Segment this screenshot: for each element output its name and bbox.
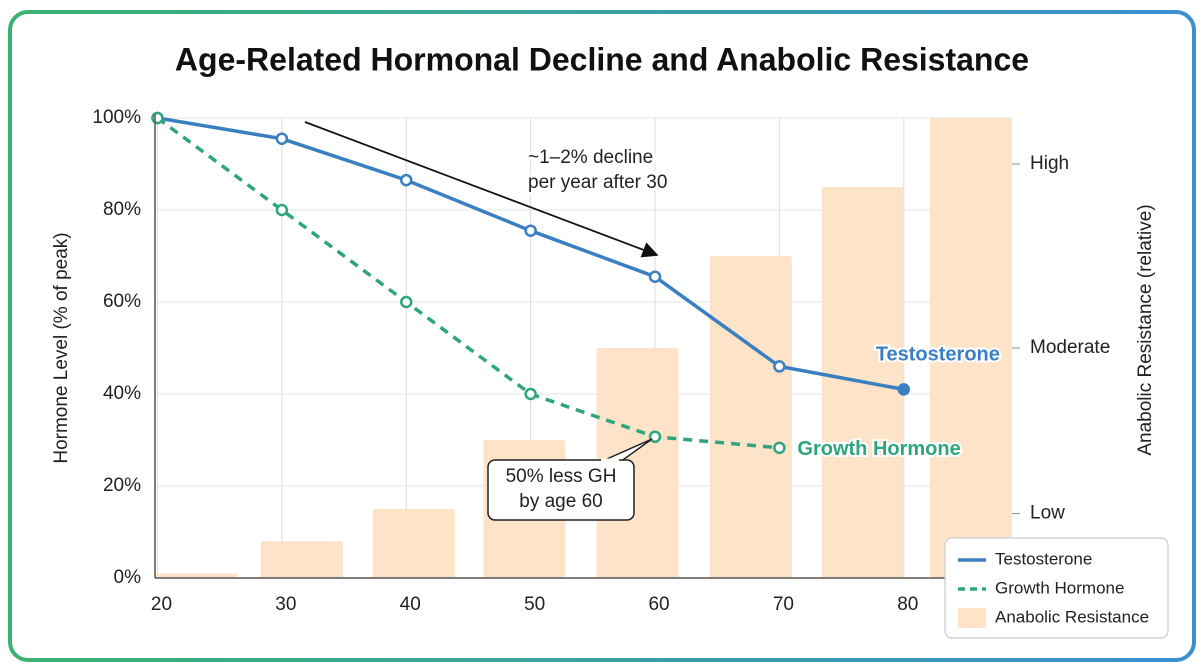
x-tick-label: 40 <box>400 594 421 615</box>
point <box>773 360 786 373</box>
annotation-text: by age 60 <box>519 491 602 512</box>
annotation-text: 50% less GH <box>506 466 617 487</box>
bar <box>372 509 455 578</box>
y-tick-label: 40% <box>103 383 141 404</box>
point <box>648 430 662 444</box>
series-label: Testosterone <box>876 344 1000 366</box>
callout-box <box>487 459 635 521</box>
x-tick-label: 50 <box>524 594 545 615</box>
series-label: Growth Hormone <box>797 438 960 460</box>
annotation-text: per year after 30 <box>528 172 667 193</box>
y-tick-label: 0% <box>114 567 142 588</box>
point <box>773 441 786 455</box>
annotation-text: ~1–2% decline <box>528 147 653 168</box>
bar <box>260 541 343 578</box>
x-tick-label: 20 <box>151 594 172 615</box>
y2-tick-label: High <box>1030 153 1069 174</box>
y-tick-label: 100% <box>92 107 141 128</box>
legend-swatch <box>958 608 986 628</box>
x-tick-label: 60 <box>648 594 669 615</box>
x-tick-label: 70 <box>773 594 794 615</box>
y-tick-label: 80% <box>103 199 141 220</box>
legend-label: Anabolic Resistance <box>995 607 1149 626</box>
point <box>275 132 289 145</box>
y2-tick-label: Moderate <box>1030 337 1110 358</box>
y2-axis-label: Anabolic Resistance (relative) <box>1135 204 1156 455</box>
y-tick-label: 60% <box>103 291 141 312</box>
legend-label: Testosterone <box>995 549 1092 568</box>
chart-title: Age-Related Hormonal Decline and Anaboli… <box>175 41 1029 77</box>
bar <box>709 256 792 578</box>
point <box>897 383 911 396</box>
legend-box <box>944 537 1169 639</box>
y-tick-label: 20% <box>103 475 141 496</box>
point <box>524 224 537 237</box>
legend-label: Growth Hormone <box>995 578 1124 597</box>
annotation-arrow <box>304 121 659 258</box>
point <box>648 270 662 283</box>
point <box>400 295 413 309</box>
lines <box>151 111 911 455</box>
point <box>151 111 164 125</box>
bar <box>929 118 1012 578</box>
y2-tick-label: Low <box>1030 503 1065 524</box>
series-line <box>156 116 780 450</box>
bar <box>155 573 238 578</box>
point <box>524 387 537 401</box>
y-axis-label: Hormone Level (% of peak) <box>51 232 72 463</box>
point <box>275 203 289 217</box>
x-tick-label: 30 <box>275 594 296 615</box>
x-tick-label: 80 <box>897 594 918 615</box>
point <box>400 173 413 187</box>
